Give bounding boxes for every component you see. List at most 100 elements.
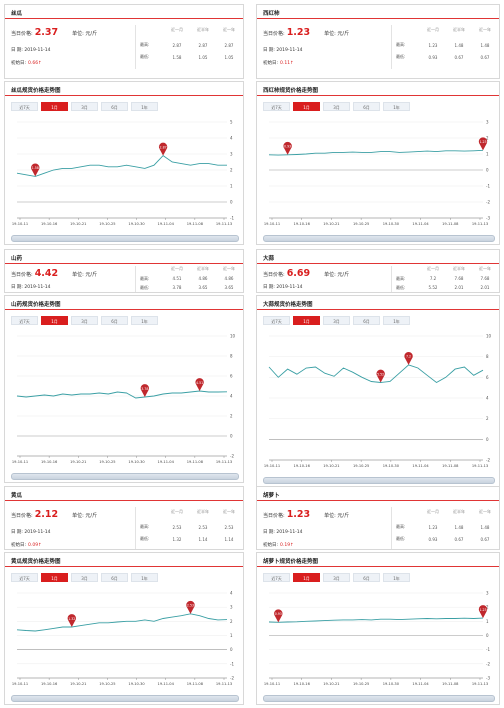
min-value: 0.93	[428, 536, 438, 542]
price-line	[16, 613, 228, 632]
x-tick-label: 19-10-30	[383, 222, 400, 226]
price-label: 当日价格:	[263, 31, 285, 37]
price-marker[interactable]: 7.2	[404, 352, 413, 365]
min-row: 最低: 5.52 2.01 2.01	[396, 283, 498, 292]
y-tick-label: 0	[486, 168, 489, 173]
price-marker[interactable]: 1.23	[478, 605, 488, 619]
price-marker[interactable]: 4.51	[195, 378, 204, 391]
chart-scrollbar[interactable]	[263, 695, 495, 702]
marker-pin	[186, 600, 195, 614]
current-price: 当日价格: 1.23 单位: 元/斤	[263, 27, 349, 38]
tab-近7天[interactable]: 近7天	[263, 102, 290, 111]
tab-6月[interactable]: 6月	[101, 573, 128, 582]
price-marker[interactable]: 1.32	[67, 614, 76, 627]
price-marker[interactable]: 0.93	[274, 609, 283, 623]
stats-header: 近一月 近半年 近一年	[140, 266, 242, 274]
tab-近7天[interactable]: 近7天	[11, 573, 38, 582]
x-tick-label: 19-10-16	[294, 464, 311, 468]
chart-title: 山药规货价格走势图	[5, 296, 243, 310]
y-tick-label: 3	[230, 605, 233, 610]
tab-1年[interactable]: 1年	[131, 573, 158, 582]
tab-1年[interactable]: 1年	[131, 316, 158, 325]
marker-pin	[376, 369, 385, 383]
init-label: 初始日:	[11, 543, 27, 548]
tab-1月[interactable]: 1月	[293, 573, 320, 582]
tab-3月[interactable]: 3月	[323, 102, 350, 111]
marker-pin	[31, 163, 40, 177]
price-marker[interactable]: 3.78	[140, 384, 150, 397]
unit-label: 单位: 元/斤	[324, 31, 350, 37]
tab-近7天[interactable]: 近7天	[263, 316, 290, 325]
min-value: 0.67	[454, 54, 464, 60]
tab-6月[interactable]: 6月	[101, 316, 128, 325]
price-marker[interactable]: 1.23	[478, 137, 488, 151]
chart-title: 黄瓜规货价格走势图	[5, 553, 243, 567]
tab-近7天[interactable]: 近7天	[11, 316, 38, 325]
product-name: 大蒜	[257, 250, 499, 264]
chart-scrollbar[interactable]	[11, 695, 239, 702]
divider	[135, 266, 136, 292]
tab-1月[interactable]: 1月	[41, 573, 68, 582]
range-tabs: 近7天 1月 3月 6月 1年	[263, 102, 410, 111]
chart-scrollbar[interactable]	[11, 473, 239, 480]
tab-1月[interactable]: 1月	[41, 316, 68, 325]
tab-6月[interactable]: 6月	[353, 316, 380, 325]
marker-pin	[478, 605, 488, 619]
price-marker[interactable]: 5.52	[376, 369, 385, 383]
tab-1年[interactable]: 1年	[383, 316, 410, 325]
tab-6月[interactable]: 6月	[353, 573, 380, 582]
price-info-panel: 胡萝卜 当日价格: 1.23 单位: 元/斤日 期: 2019-11-14 初始日: 0.…	[256, 486, 500, 550]
chart-scrollbar[interactable]	[263, 477, 495, 484]
current-price: 当日价格: 2.12 单位: 元/斤	[11, 509, 97, 520]
max-value: 4.86	[224, 276, 234, 281]
tab-近7天[interactable]: 近7天	[263, 573, 290, 582]
tab-6月[interactable]: 6月	[101, 102, 128, 111]
x-tick-label: 19-10-25	[99, 460, 115, 464]
y-tick-label: -1	[230, 661, 234, 666]
range-tabs: 近7天 1月 3月 6月 1年	[11, 316, 158, 325]
chart-title: 西红柿规货价格走势图	[257, 82, 499, 96]
tab-近7天[interactable]: 近7天	[11, 102, 38, 111]
period-header: 近半年	[197, 266, 209, 271]
min-label: 最低:	[396, 54, 406, 59]
period-header: 近半年	[453, 27, 465, 32]
max-value: 7.68	[480, 276, 490, 281]
y-tick-label: 1	[230, 184, 233, 189]
tab-1年[interactable]: 1年	[383, 102, 410, 111]
min-value: 3.65	[198, 285, 208, 290]
tab-3月[interactable]: 3月	[71, 102, 98, 111]
price-marker[interactable]: 2.87	[158, 142, 168, 156]
price-label: 当日价格:	[11, 272, 33, 278]
chart-scrollbar[interactable]	[263, 235, 495, 242]
line-chart: 4 3 2 1 0 -1 -2 19-10-11 19-10-16 19-10-21 19-10-2…	[12, 591, 235, 687]
max-value: 1.23	[428, 524, 438, 530]
max-row: 最高: 7.2 7.68 7.68	[396, 274, 498, 283]
max-value: 1.48	[454, 42, 464, 48]
x-tick-label: 19-10-11	[12, 682, 28, 686]
tab-1年[interactable]: 1年	[383, 573, 410, 582]
tab-1月[interactable]: 1月	[293, 102, 320, 111]
min-value: 2.01	[454, 285, 464, 290]
tab-1年[interactable]: 1年	[131, 102, 158, 111]
chart-scrollbar[interactable]	[11, 235, 239, 242]
date-row: 日 期: 2019-11-14	[11, 530, 51, 535]
period-header: 近一月	[171, 27, 183, 32]
tab-3月[interactable]: 3月	[71, 573, 98, 582]
max-label: 最高:	[396, 42, 406, 47]
price-marker[interactable]: 2.53	[186, 600, 195, 614]
min-value: 1.05	[198, 54, 208, 60]
tab-3月[interactable]: 3月	[323, 316, 350, 325]
period-header: 近一月	[171, 266, 183, 271]
tab-3月[interactable]: 3月	[323, 573, 350, 582]
price-marker[interactable]: 1.58	[31, 163, 40, 177]
tab-1月[interactable]: 1月	[293, 316, 320, 325]
price-value: 6.69	[286, 268, 311, 279]
tab-3月[interactable]: 3月	[71, 316, 98, 325]
tab-6月[interactable]: 6月	[353, 102, 380, 111]
price-marker[interactable]: 0.93	[283, 141, 292, 155]
y-tick-label: 3	[486, 591, 489, 596]
y-tick-label: 2	[486, 605, 489, 610]
marker-pin	[67, 614, 76, 627]
tab-1月[interactable]: 1月	[41, 102, 68, 111]
